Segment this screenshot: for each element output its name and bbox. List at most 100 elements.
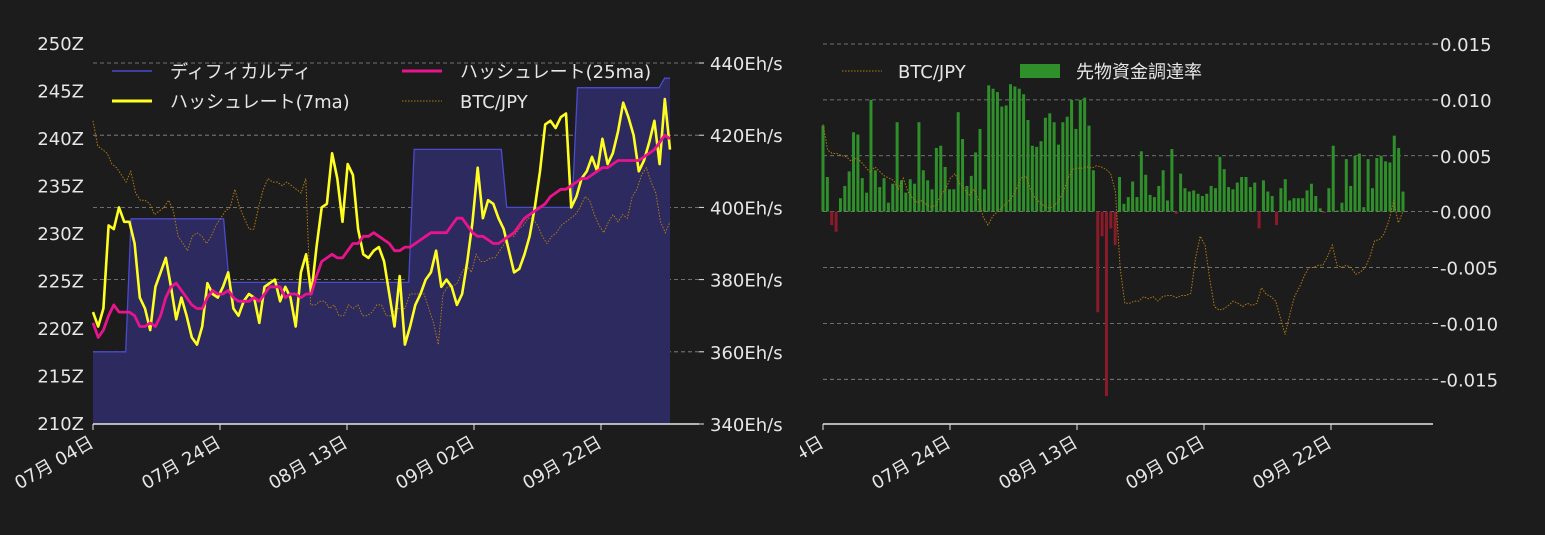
- funding-rate-bar: [1022, 94, 1026, 212]
- left-y-tick-label: 210Z: [37, 414, 84, 435]
- funding-rate-bar: [1384, 161, 1388, 212]
- funding-rate-bar: [1139, 151, 1143, 212]
- funding-rate-bar: [1017, 88, 1021, 212]
- funding-rate-bar: [1401, 191, 1405, 212]
- funding-rate-bar: [1375, 158, 1379, 212]
- funding-rate-bar: [1122, 203, 1126, 212]
- funding-rate-bar: [1135, 197, 1139, 212]
- funding-rate-bar: [1370, 188, 1374, 212]
- funding-rate-bar: [974, 152, 978, 212]
- funding-rate-bar: [1009, 84, 1013, 212]
- funding-rate-bar: [821, 125, 825, 212]
- funding-rate-bar: [873, 170, 877, 212]
- funding-rate-bar: [1349, 185, 1353, 212]
- left-y-tick-label: 215Z: [37, 367, 84, 388]
- legend-label: 先物資金調達率: [1076, 62, 1202, 83]
- funding-rate-bar: [1039, 141, 1043, 212]
- right-y-tick-label: 440Eh/s: [710, 54, 783, 75]
- funding-rate-bar: [1305, 190, 1309, 212]
- funding-rate-bar: [978, 128, 982, 212]
- funding-rate-bar: [904, 192, 908, 212]
- funding-rate-bar: [1187, 191, 1191, 212]
- funding-rate-bar: [847, 171, 851, 212]
- right-y-tick-label: -0.005: [1440, 259, 1498, 280]
- left-y-tick-label: 250Z: [37, 34, 84, 55]
- funding-rate-bar: [1288, 200, 1292, 212]
- funding-rate-bar: [1157, 185, 1161, 212]
- funding-rate-bar: [1074, 128, 1078, 212]
- funding-rate-bar: [899, 180, 903, 212]
- funding-rate-bar: [1270, 196, 1274, 212]
- legend-label: ハッシュレート(25ma): [460, 62, 651, 83]
- funding-rate-bar: [1030, 145, 1034, 212]
- funding-rate-bar: [1126, 197, 1130, 212]
- funding-rate-bar: [1257, 211, 1261, 229]
- funding-rate-bar: [930, 189, 934, 212]
- funding-rate-bar: [956, 112, 960, 212]
- left-y-tick-label: 240Z: [37, 129, 84, 150]
- funding-rate-bar: [1344, 159, 1348, 212]
- funding-rate-bar: [1109, 211, 1113, 229]
- funding-rate-bar: [1161, 170, 1165, 212]
- funding-rate-bar: [886, 202, 890, 212]
- funding-rate-bar: [1104, 211, 1108, 397]
- funding-rate-bar: [1048, 113, 1052, 212]
- funding-rate-bar: [1292, 198, 1296, 212]
- difficulty-line: [93, 77, 670, 353]
- right-y-tick-label: 0.005: [1440, 147, 1492, 168]
- x-tick-label: 08月 13日: [995, 432, 1081, 494]
- x-tick-label: 09月 22日: [519, 432, 605, 494]
- funding-rate-bar: [1083, 97, 1087, 212]
- btc-jpy-line: [92, 120, 671, 345]
- funding-rate-bar: [969, 175, 973, 212]
- funding-rate-bar: [1261, 180, 1265, 212]
- right-y-tick-label: 400Eh/s: [710, 198, 783, 219]
- funding-rate-bar: [1309, 183, 1313, 212]
- funding-rate-bar: [965, 185, 969, 212]
- funding-rate-bar: [1353, 155, 1357, 212]
- funding-rate-bar: [926, 180, 930, 212]
- legend-label: ハッシュレート(7ma): [170, 92, 350, 113]
- hashrate-25ma-line: [91, 133, 671, 339]
- right-y-tick-label: 360Eh/s: [710, 343, 783, 364]
- funding-rate-bar: [1004, 105, 1008, 212]
- funding-rate-bar: [1179, 173, 1183, 212]
- funding-rate-bar: [1244, 177, 1248, 212]
- left-y-tick-label: 225Z: [37, 272, 84, 293]
- funding-rate-bar: [1078, 99, 1082, 212]
- funding-rate-bar: [1200, 196, 1204, 212]
- funding-rate-bar: [1388, 162, 1392, 212]
- funding-rate-bar: [1118, 177, 1122, 212]
- legend-label: BTC/JPY: [460, 92, 529, 113]
- funding-rate-bar: [1222, 169, 1226, 212]
- funding-rate-bar: [1183, 188, 1187, 212]
- btc-jpy-line: [822, 124, 1404, 335]
- funding-rate-bar: [860, 178, 864, 212]
- hashrate-difficulty-chart: 210Z 215Z 220Z 225Z 230Z 235Z 240Z 245Z 250Z 340E…: [11, 34, 783, 494]
- funding-rate-bar: [1100, 211, 1104, 237]
- funding-rate-bar: [1340, 202, 1344, 212]
- funding-rate-bar: [1248, 187, 1252, 212]
- hashrate-7ma-line: [91, 97, 672, 346]
- funding-rate-bar: [1052, 122, 1056, 212]
- funding-rate-bar: [1227, 187, 1231, 212]
- funding-rate-bar: [1327, 188, 1331, 212]
- funding-rate-bar: [1331, 145, 1335, 212]
- funding-rate-bar: [1218, 156, 1222, 212]
- funding-rate-bar: [1397, 147, 1401, 212]
- funding-rate-bar: [1379, 155, 1383, 212]
- funding-rate-bar: [1314, 196, 1318, 212]
- right-y-tick-label: -0.010: [1440, 314, 1498, 335]
- funding-rate-bar: [1087, 125, 1091, 212]
- x-tick-label: 09月 02日: [1122, 432, 1208, 494]
- funding-rate-bar: [830, 211, 834, 226]
- funding-rate-bar: [1096, 211, 1100, 313]
- x-tick-label: 09月 22日: [1249, 432, 1335, 494]
- funding-rate-bar: [1070, 99, 1074, 212]
- funding-rate-bar: [1357, 153, 1361, 212]
- left-y-tick-label: 220Z: [37, 319, 84, 340]
- funding-rate-bar: [1000, 106, 1004, 212]
- funding-rate-bar: [1323, 211, 1327, 213]
- x-tick-label: 07月 04日: [11, 432, 97, 494]
- funding-rate-bar: [838, 198, 842, 212]
